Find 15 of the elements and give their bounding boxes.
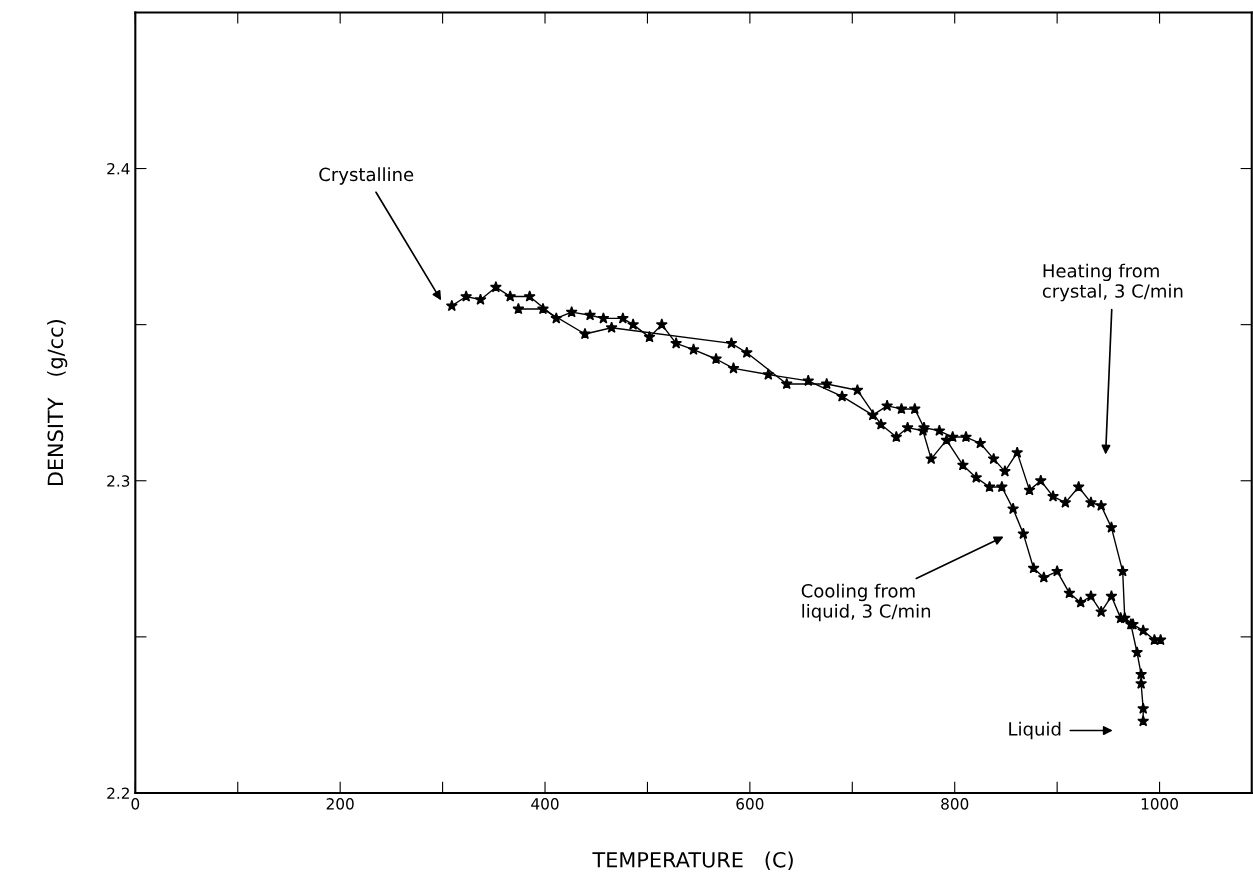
annotation: Crystalline — [319, 167, 414, 185]
x-tick-label: 200 — [326, 798, 354, 810]
x-axis-title: TEMPERATURE (C) — [592, 851, 793, 871]
y-axis-title: DENSITY (g/cc) — [47, 320, 68, 486]
y-tick-label: 2.4 — [107, 163, 130, 175]
x-tick-label: 800 — [941, 798, 969, 810]
annotation: Cooling from liquid, 3 C/min — [801, 583, 931, 622]
x-tick-label: 0 — [131, 798, 140, 810]
x-tick-label: 600 — [736, 798, 764, 810]
x-tick-label: 1000 — [1141, 798, 1178, 810]
y-tick-label: 2.2 — [107, 787, 129, 799]
annotation: Heating from crystal, 3 C/min — [1042, 263, 1183, 302]
x-tick-label: 400 — [531, 798, 559, 810]
annotation: Liquid — [1009, 721, 1061, 740]
y-tick-label: 2.3 — [107, 475, 130, 487]
